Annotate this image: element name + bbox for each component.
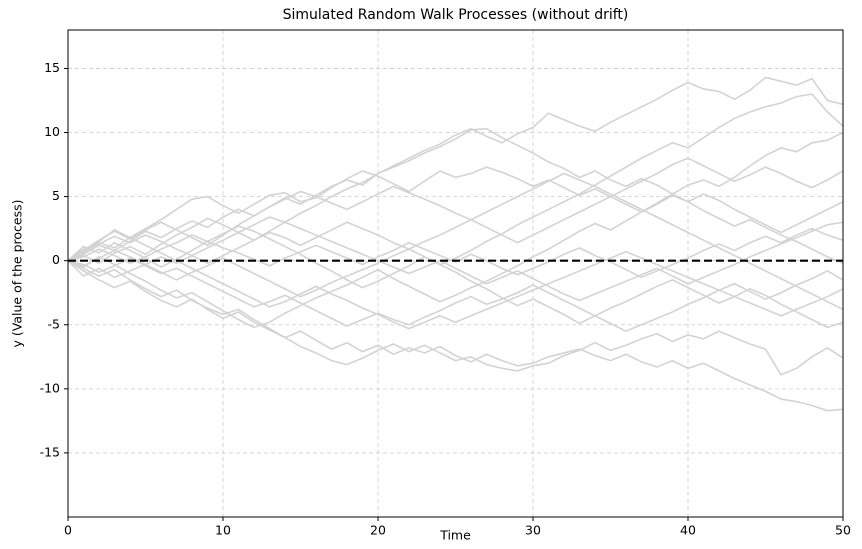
ticks: 0 10 20 30 40 50 -15 -10 -5 0 5 10 15 [40, 60, 851, 538]
chart-title: Simulated Random Walk Processes (without… [283, 7, 629, 23]
walk-line [67, 260, 844, 376]
walk-line [67, 257, 844, 333]
plot-area [67, 76, 844, 412]
walk-line [67, 259, 844, 412]
walk-line [67, 127, 844, 265]
y-tick-label: -5 [48, 316, 60, 331]
walk-line [67, 131, 844, 262]
x-tick-label: 0 [64, 523, 72, 538]
walk-line [67, 76, 844, 262]
walk-line [67, 228, 844, 330]
y-tick-label: 15 [44, 60, 60, 75]
y-tick-label: 10 [44, 124, 60, 139]
x-tick-label: 40 [680, 523, 696, 538]
x-tick-label: 50 [835, 523, 851, 538]
y-tick-label: 0 [52, 252, 60, 267]
walk-line [67, 157, 844, 262]
y-tick-label: -10 [40, 380, 60, 395]
y-tick-label: 5 [52, 188, 60, 203]
walk-line [67, 216, 844, 302]
x-tick-label: 10 [215, 523, 231, 538]
y-tick-label: -15 [40, 444, 60, 459]
x-axis-label: Time [439, 528, 471, 543]
axes-frame [67, 29, 844, 518]
x-tick-label: 20 [370, 523, 386, 538]
x-tick-label: 30 [525, 523, 541, 538]
walk-line [67, 193, 844, 329]
grid [67, 30, 844, 517]
walk-line [67, 172, 844, 311]
walk-line [67, 225, 844, 329]
walk-line [67, 93, 844, 266]
y-axis-label: y (Value of the process) [10, 200, 25, 348]
